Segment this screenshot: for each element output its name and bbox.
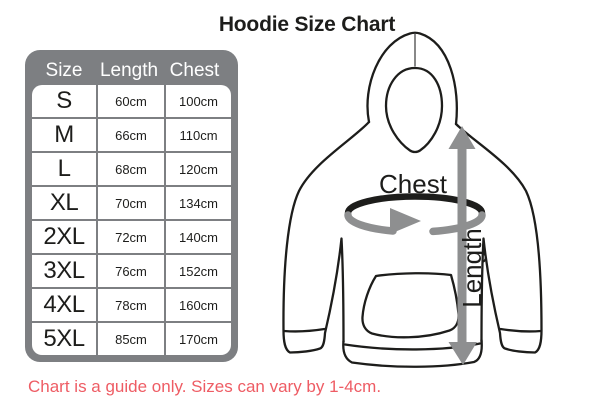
body-right-outline xyxy=(454,122,543,354)
col-header-length: Length xyxy=(99,60,159,81)
col-header-size: Size xyxy=(45,60,83,81)
table-cell-length: 66cm xyxy=(98,119,164,151)
disclaimer-note: Chart is a guide only. Sizes can vary by… xyxy=(28,377,382,396)
table-cell-chest: 134cm xyxy=(166,187,231,219)
right-cuff-line xyxy=(499,327,543,333)
table-cell-size: 4XL xyxy=(32,289,96,321)
table-cell-length: 60cm xyxy=(98,85,164,117)
hood-outline xyxy=(366,31,458,126)
table-cell-length: 72cm xyxy=(98,221,164,253)
table-cell-chest: 120cm xyxy=(166,153,231,185)
chest-arrowhead xyxy=(390,208,421,234)
length-arrowhead-bottom xyxy=(448,342,477,365)
table-cell-size: 2XL xyxy=(32,221,96,253)
hem-outline xyxy=(342,338,483,368)
table-cell-size: 3XL xyxy=(32,255,96,287)
table-cell-chest: 152cm xyxy=(166,255,231,287)
table-cell-chest: 110cm xyxy=(166,119,231,151)
table-cell-size: 5XL xyxy=(32,323,96,355)
table-cell-length: 78cm xyxy=(98,289,164,321)
table-cell-chest: 170cm xyxy=(166,323,231,355)
chest-girth-arc-gray-left xyxy=(344,211,397,235)
chest-label: Chest xyxy=(379,169,448,199)
length-arrow xyxy=(448,126,477,365)
table-cell-size: M xyxy=(32,119,96,151)
hoodie-diagram: Chest Length xyxy=(282,31,543,368)
table-cell-length: 68cm xyxy=(98,153,164,185)
table-cell-size: L xyxy=(32,153,96,185)
page-title: Hoodie Size Chart xyxy=(218,13,396,36)
size-table: Size Length Chest S 60cm 100cm M 66cm 11… xyxy=(25,50,238,362)
table-cell-length: 76cm xyxy=(98,255,164,287)
left-cuff-line xyxy=(282,327,326,333)
kangaroo-pocket xyxy=(361,272,460,339)
table-cell-chest: 100cm xyxy=(166,85,231,117)
size-table-header: Size Length Chest xyxy=(32,57,231,85)
face-opening xyxy=(384,66,444,154)
length-arrowhead-top xyxy=(448,126,476,149)
size-table-body: S 60cm 100cm M 66cm 110cm L 68cm 120cm X… xyxy=(32,85,231,355)
table-cell-size: XL xyxy=(32,187,96,219)
chest-girth-arc-gray-right xyxy=(429,211,486,236)
col-header-chest: Chest xyxy=(169,60,220,81)
chest-girth-arc-black xyxy=(344,193,486,217)
table-cell-length: 70cm xyxy=(98,187,164,219)
length-label: Length xyxy=(457,228,487,308)
table-cell-chest: 160cm xyxy=(166,289,231,321)
body-left-outline xyxy=(282,120,371,354)
table-cell-size: S xyxy=(32,85,96,117)
table-cell-length: 85cm xyxy=(98,323,164,355)
table-cell-chest: 140cm xyxy=(166,221,231,253)
